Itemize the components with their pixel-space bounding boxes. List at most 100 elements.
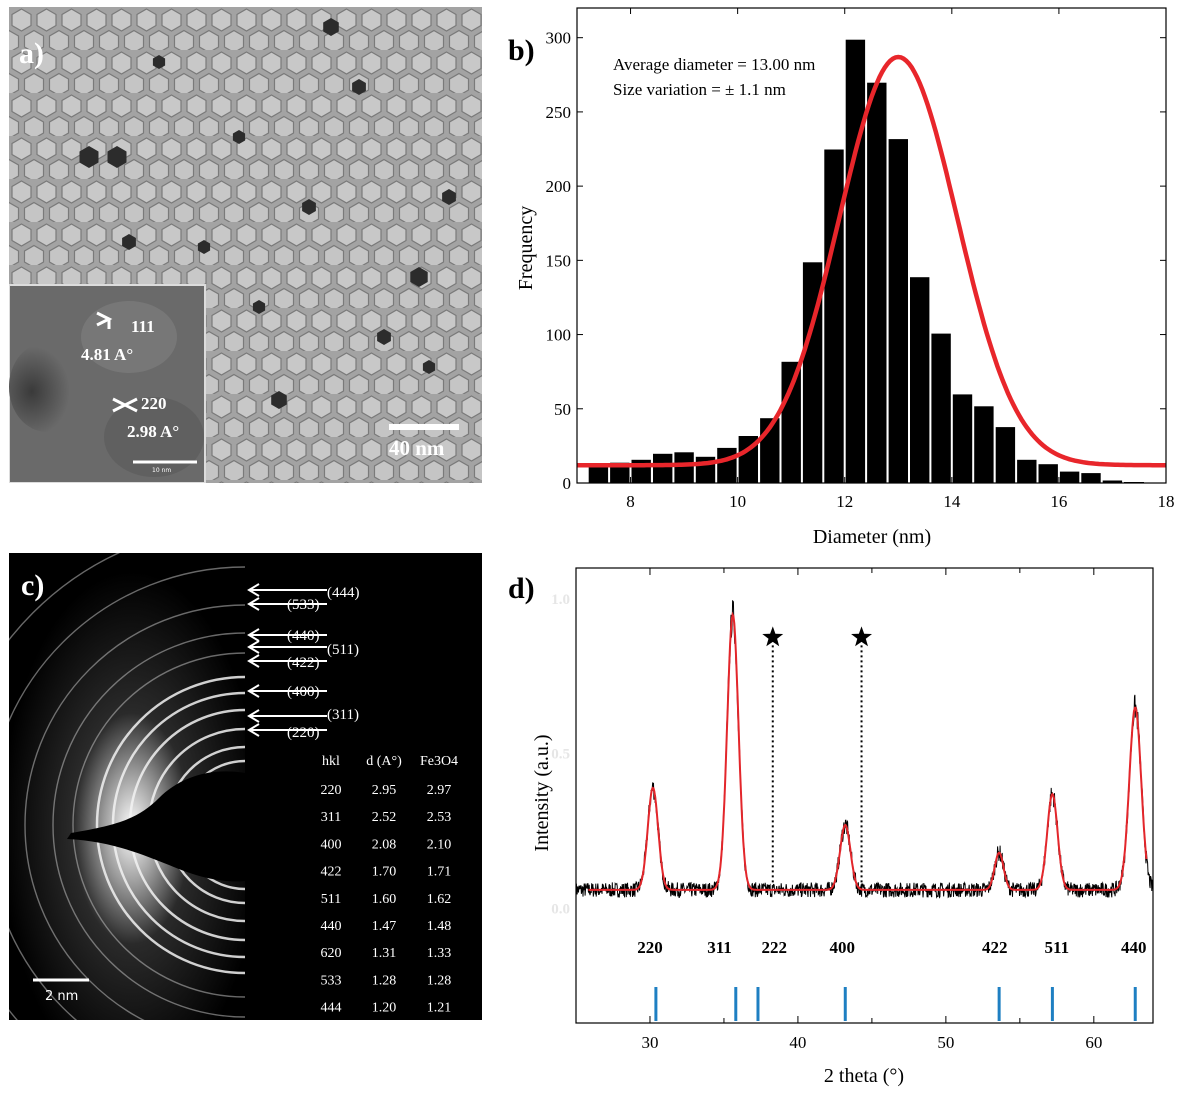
histogram-bar (844, 38, 867, 484)
star-icon (851, 626, 872, 647)
y-axis-label: Intensity (a.u.) (531, 734, 553, 851)
impurity-markers (762, 626, 872, 890)
histogram-bar (652, 452, 674, 484)
ring-index-label: (400) (287, 684, 320, 700)
hkl-label: 311 (707, 938, 732, 957)
table-cell: 1.28 (427, 973, 452, 988)
dark-particle (377, 329, 391, 345)
dark-particles (79, 18, 456, 409)
y-tick-label: 200 (546, 177, 572, 196)
dark-particle (252, 300, 266, 314)
table-cell: 1.47 (372, 919, 397, 934)
dark-particle (107, 146, 127, 168)
table-cell: 1.70 (372, 865, 397, 880)
histogram-bar (716, 446, 738, 484)
x-axis-label: 2 theta (°) (824, 1065, 904, 1087)
xrd-panel: d) 0.0 0.5 1.0 220 311 222 400 422 511 440 30 40 5… (490, 566, 1177, 1089)
xrd-fit-line (588, 611, 1148, 891)
table-cell: 311 (321, 810, 341, 825)
dark-particle (352, 79, 366, 95)
histogram-bar (930, 332, 952, 484)
histogram-bars (587, 38, 1145, 484)
histogram-bar (866, 81, 888, 484)
table-cell: 1.48 (427, 919, 452, 934)
variation-annotation: Size variation = ± 1.1 nm (613, 80, 786, 99)
table-cell: 620 (321, 946, 342, 961)
hkl-label: 440 (1121, 938, 1147, 957)
inset-scale-label: 10 nm (152, 467, 171, 474)
y-axis-ticks: 0 50 100 150 200 250 300 (546, 29, 1166, 493)
dark-particle (422, 360, 436, 374)
x-tick-label: 12 (836, 492, 853, 511)
inset-plane-label: 220 (141, 394, 167, 413)
saed-panel: c) 2 nm (444) (533) (440) (511) (422) (400) (3… (9, 553, 482, 1020)
histogram-bar (951, 393, 974, 484)
ring-index-label: (444) (327, 585, 360, 601)
arrow-left-icon (247, 654, 260, 668)
histogram-bar (887, 138, 910, 484)
gaussian-fit-curve (577, 54, 1166, 468)
table-cell: 440 (321, 919, 342, 934)
histogram-bar (780, 360, 802, 484)
x-axis-ticks: 30 40 50 60 (575, 568, 1102, 1052)
histogram-bar (994, 426, 1017, 484)
histogram-bar (1016, 458, 1038, 484)
hkl-label: 220 (637, 938, 663, 957)
hkl-label: 222 (762, 938, 788, 957)
panel-label: b) (508, 34, 535, 67)
x-tick-label: 40 (789, 1033, 806, 1052)
y-tick-label: 0.0 (551, 901, 570, 917)
beam-stopper (67, 771, 245, 882)
x-tick-label: 18 (1158, 492, 1175, 511)
table-cell: 2.52 (372, 810, 397, 825)
arrow-left-icon (247, 597, 260, 611)
dark-particle (152, 55, 166, 69)
y-tick-label: 250 (546, 103, 572, 122)
scale-bar-label: 40 nm (389, 436, 445, 460)
histogram-panel: b) 8 10 12 14 16 18 0 50 100 150 200 250 300 Averag… (490, 0, 1177, 548)
table-cell: 444 (321, 1001, 342, 1016)
ring-index-label: (533) (287, 597, 320, 613)
dark-particle (271, 391, 287, 409)
y-tick-label: 0.5 (551, 747, 570, 763)
y-axis-tick-labels: 0.0 0.5 1.0 (551, 592, 570, 918)
table-cell: 1.60 (372, 892, 397, 907)
ring-index-label: (311) (327, 707, 359, 723)
arrow-left-icon (247, 640, 260, 654)
table-cell: 220 (321, 783, 342, 798)
table-cell: 1.20 (372, 1001, 397, 1016)
table-cell: 2.97 (427, 783, 452, 798)
inset-plane-label: 111 (131, 317, 155, 336)
table-cell: 511 (321, 892, 341, 907)
x-tick-label: 30 (641, 1033, 658, 1052)
plot-frame (576, 7, 1167, 484)
arrow-left-icon (247, 709, 260, 723)
ring-index-label: (511) (327, 642, 359, 658)
table-cell: 2.08 (372, 837, 397, 852)
d-spacing-table: hkl d (A°) Fe3O4 220 2.95 2.97 311 2.52 2.53 400 2… (321, 754, 459, 1016)
x-tick-label: 14 (943, 492, 961, 511)
table-header: d (A°) (366, 754, 402, 769)
histogram-bar (1080, 472, 1102, 484)
arrow-icon (96, 311, 113, 329)
tem-image: 111 4.81 A° 220 2.98 A° 10 nm a) 40 nm (9, 7, 482, 483)
histogram-bar (1037, 463, 1059, 484)
y-tick-label: 50 (554, 400, 571, 419)
table-header: hkl (322, 754, 340, 769)
histogram-bar (587, 464, 610, 484)
ring-index-label: (220) (287, 725, 320, 741)
dark-particle (79, 146, 99, 168)
y-tick-label: 0 (563, 474, 572, 493)
dark-particle (122, 234, 136, 250)
xrd-data-line (575, 600, 1154, 899)
x-tick-label: 16 (1050, 492, 1067, 511)
y-tick-label: 1.0 (551, 592, 570, 608)
histogram-bar (823, 148, 845, 484)
table-cell: 1.28 (372, 973, 397, 988)
hkl-label: 400 (830, 938, 856, 957)
x-axis-ticks: 8 10 12 14 16 18 (626, 8, 1175, 511)
x-tick-label: 10 (729, 492, 746, 511)
table-cell: 1.62 (427, 892, 452, 907)
panel-label: a) (19, 37, 44, 70)
average-annotation: Average diameter = 13.00 nm (613, 55, 815, 74)
